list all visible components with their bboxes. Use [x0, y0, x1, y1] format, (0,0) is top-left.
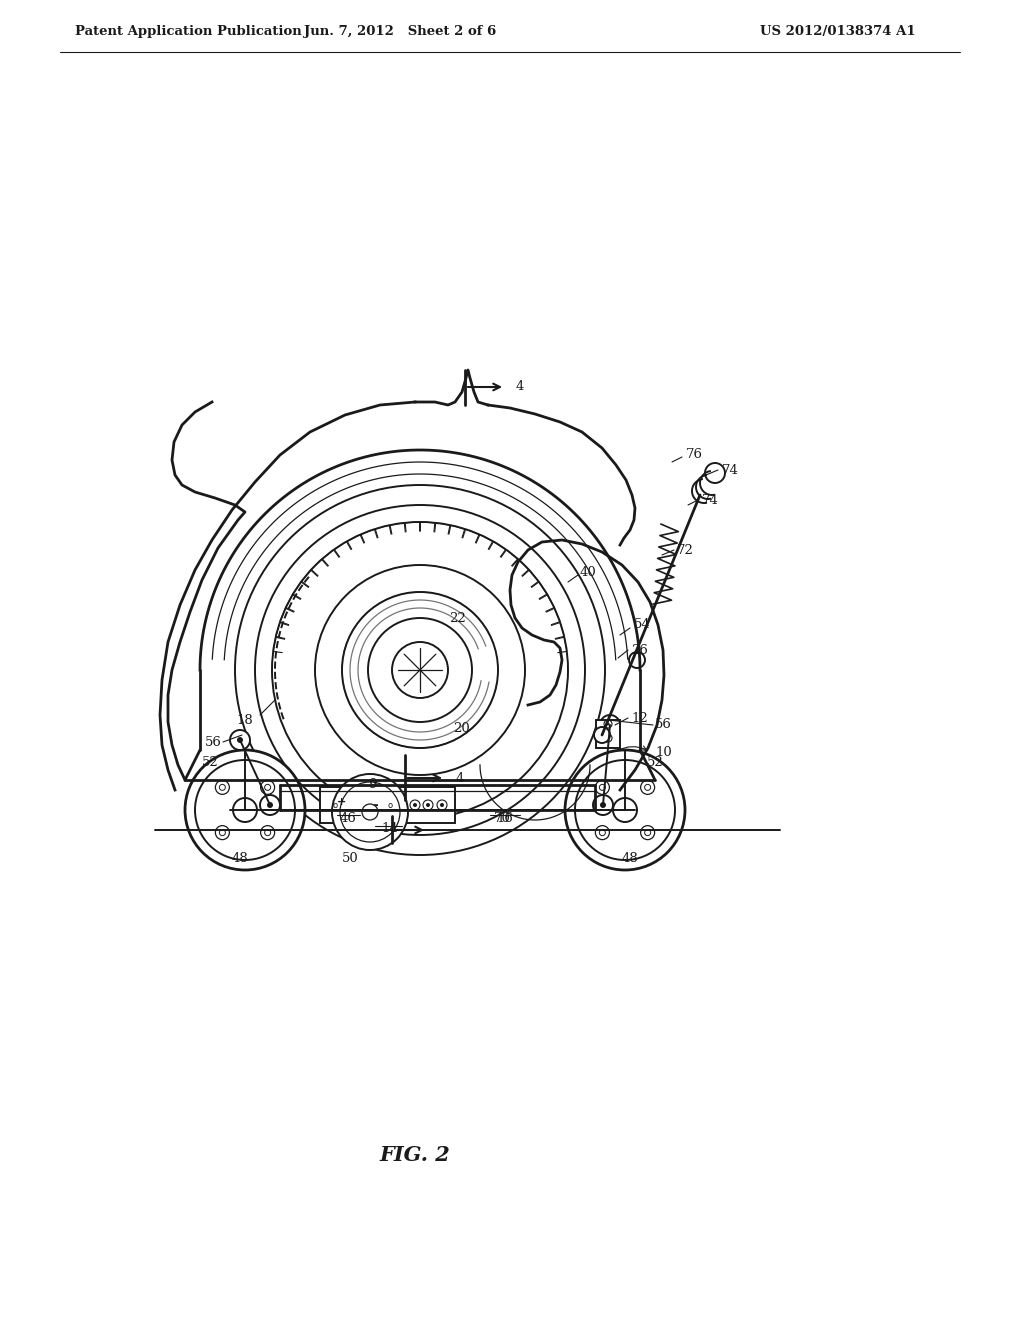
Text: 20: 20: [454, 722, 470, 734]
Text: o: o: [387, 800, 392, 809]
Bar: [596, 719, 620, 748]
Circle shape: [600, 803, 606, 808]
Text: -: -: [372, 799, 378, 812]
Circle shape: [261, 825, 274, 840]
Circle shape: [641, 780, 654, 795]
Circle shape: [437, 800, 447, 810]
Text: 16: 16: [497, 812, 513, 825]
Text: 72: 72: [677, 544, 693, 557]
Circle shape: [606, 722, 609, 726]
Circle shape: [332, 774, 408, 850]
Text: 52: 52: [646, 755, 664, 768]
Circle shape: [260, 795, 280, 814]
Text: US 2012/0138374 A1: US 2012/0138374 A1: [760, 25, 915, 38]
Text: o: o: [333, 800, 338, 809]
Text: 4: 4: [516, 380, 524, 393]
Bar: [352, 789, 395, 818]
Circle shape: [440, 803, 444, 807]
Circle shape: [413, 803, 417, 807]
Bar: [319, 787, 455, 822]
Circle shape: [261, 780, 274, 795]
Circle shape: [185, 750, 305, 870]
Text: 76: 76: [685, 449, 702, 462]
Circle shape: [230, 730, 250, 750]
Text: 22: 22: [450, 611, 466, 624]
Text: 10: 10: [655, 746, 673, 759]
Text: 26: 26: [632, 644, 648, 656]
Circle shape: [641, 825, 654, 840]
Text: 74: 74: [701, 494, 719, 507]
Text: Patent Application Publication: Patent Application Publication: [75, 25, 302, 38]
Circle shape: [215, 825, 229, 840]
Circle shape: [426, 803, 430, 807]
Circle shape: [594, 727, 610, 743]
Text: 54: 54: [634, 619, 650, 631]
Text: FIG. 2: FIG. 2: [380, 1144, 451, 1166]
Circle shape: [593, 795, 613, 814]
Text: 12: 12: [632, 711, 648, 725]
Text: 9: 9: [368, 779, 376, 792]
Text: 52: 52: [202, 755, 218, 768]
Text: 56: 56: [654, 718, 672, 731]
Text: +: +: [337, 797, 347, 807]
Circle shape: [423, 800, 433, 810]
Circle shape: [410, 800, 420, 810]
Circle shape: [607, 722, 613, 729]
Text: 18: 18: [237, 714, 253, 726]
Text: 14: 14: [382, 821, 398, 834]
Circle shape: [595, 825, 609, 840]
Text: 74: 74: [722, 463, 738, 477]
Circle shape: [629, 652, 645, 668]
Text: 46: 46: [340, 812, 356, 825]
Text: 40: 40: [580, 565, 596, 578]
Circle shape: [595, 780, 609, 795]
Circle shape: [565, 750, 685, 870]
Circle shape: [237, 737, 243, 743]
Circle shape: [600, 715, 620, 735]
Text: 4: 4: [456, 771, 464, 784]
Circle shape: [267, 803, 273, 808]
Circle shape: [392, 642, 449, 698]
Text: 56: 56: [205, 735, 221, 748]
Text: 50: 50: [342, 851, 358, 865]
Text: 48: 48: [231, 851, 249, 865]
Circle shape: [215, 780, 229, 795]
Text: 48: 48: [622, 851, 638, 865]
Circle shape: [705, 463, 725, 483]
Text: 70: 70: [494, 812, 510, 825]
Circle shape: [606, 737, 609, 739]
Text: Jun. 7, 2012   Sheet 2 of 6: Jun. 7, 2012 Sheet 2 of 6: [304, 25, 496, 38]
